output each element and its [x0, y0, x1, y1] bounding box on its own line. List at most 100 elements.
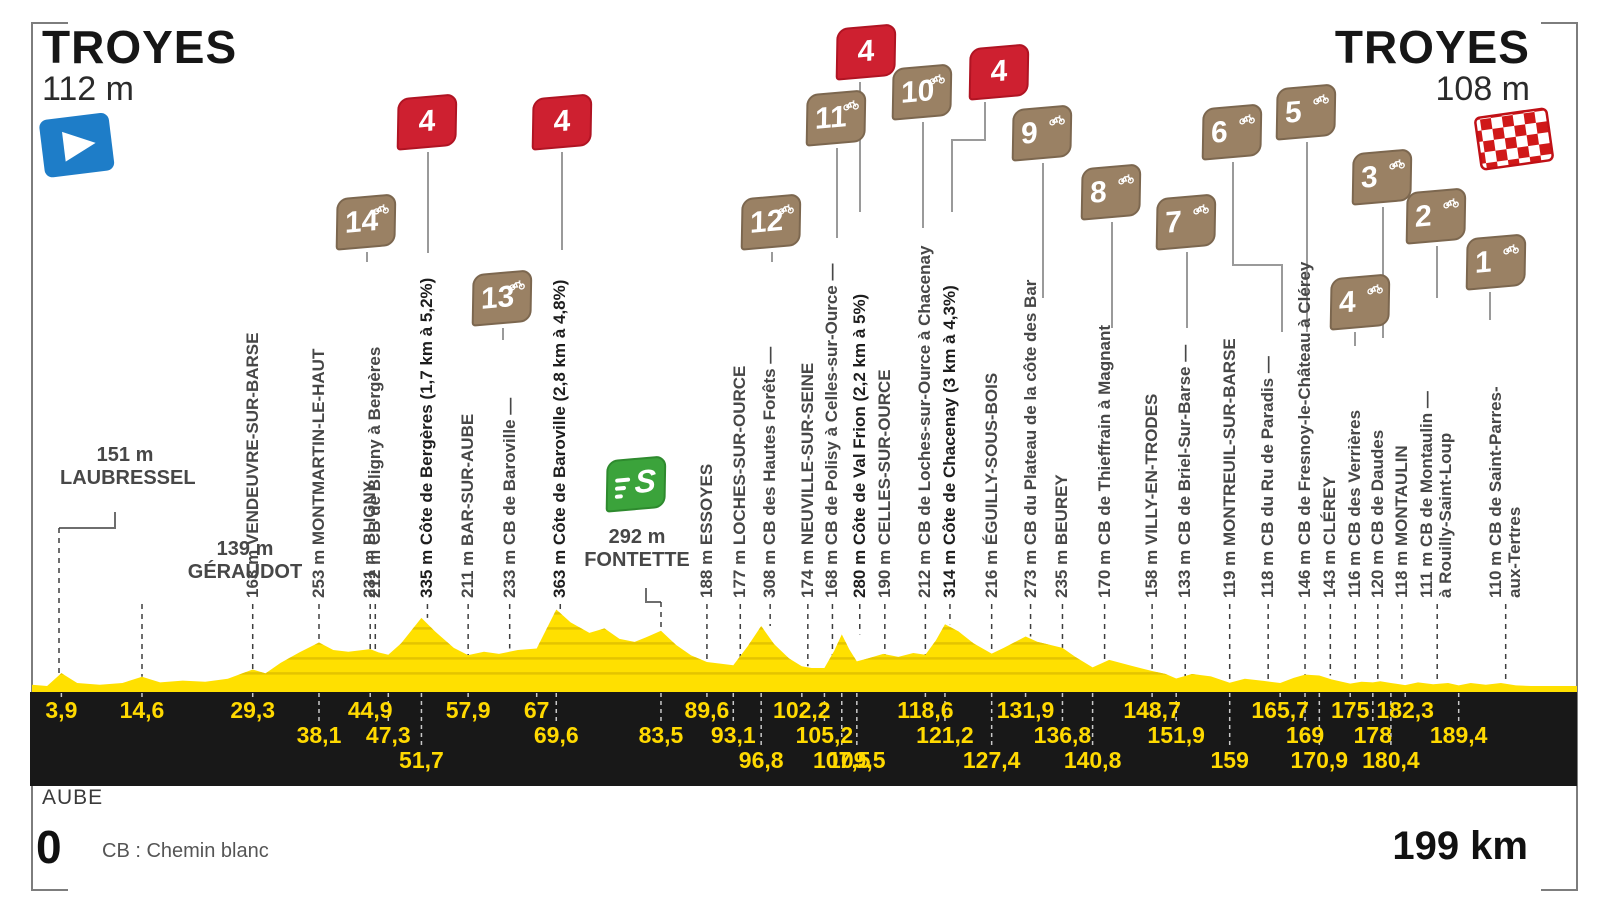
sector-badge-6: 6 — [1201, 103, 1263, 161]
sector-badge-3: 3 — [1351, 148, 1413, 206]
km-marker: 38,1 — [296, 722, 342, 748]
sector-badge-10: 10 — [891, 63, 953, 121]
waypoint-label: 168 m CB de Polisy à Celles-sur-Ource — — [822, 263, 842, 598]
department-label: AUBE — [42, 786, 104, 809]
waypoint-label: 177 m LOCHES-SUR-OURCE — [730, 365, 750, 598]
km-marker: 67 — [523, 697, 550, 723]
km-marker: 93,1 — [710, 722, 756, 748]
sector-badge-8: 8 — [1080, 163, 1142, 221]
category-climb-badge: 4 — [531, 93, 593, 151]
waypoint-label: 235 m BEUREY — [1052, 474, 1072, 598]
km-marker: 118,6 — [897, 697, 954, 723]
finish-city: TROYES — [1334, 21, 1530, 73]
waypoint-label: 335 m Côte de Bergères (1,7 km à 5,2%) — [417, 277, 437, 598]
waypoint-label: 216 m ÉGUILLY-SOUS-BOIS — [981, 372, 1001, 598]
waypoint-label: 170 m CB de Thieffrain à Magnant — [1094, 325, 1114, 598]
km-marker: 3,9 — [45, 697, 78, 723]
sector-badge-5: 5 — [1275, 83, 1337, 141]
waypoint-label: 158 m VILLY-EN-TRODES — [1142, 393, 1162, 598]
waypoint-label: 188 m ESSOYES — [696, 463, 716, 598]
km-marker: 89,6 — [684, 697, 730, 723]
waypoint-label: 110 m CB de Saint-Parres-aux-Tertres — [1485, 386, 1524, 598]
category-climb-badge: 4 — [835, 23, 897, 81]
sector-badge-1: 1 — [1465, 233, 1527, 291]
waypoint-label: 190 m CELLES-SUR-OURCE — [874, 369, 894, 598]
sector-badge-11: 11 — [805, 89, 867, 147]
km-marker: 169 — [1285, 722, 1325, 748]
waypoint-label: 212 m CB de Bligny à Bergères — [365, 346, 385, 598]
waypoint-label: 119 m MONTREUIL-SUR-BARSE — [1219, 338, 1239, 598]
km-marker: 83,5 — [638, 722, 684, 748]
km-marker: 159 — [1210, 747, 1249, 773]
category-climb-badge: 4 — [968, 43, 1030, 101]
km-marker: 131,9 — [996, 697, 1055, 723]
km-marker: 57,9 — [445, 697, 491, 723]
km-marker: 136,8 — [1033, 722, 1092, 748]
finish-flag-icon — [1472, 104, 1556, 179]
waypoint-label: 118 m CB du Ru de Paradis — — [1258, 356, 1278, 598]
waypoint-label: 273 m CB du Plateau de la côte des Bar — [1020, 279, 1040, 598]
category-climb-badge: 4 — [396, 93, 458, 151]
waypoint-label: 280 m Côte de Val Frion (2,2 km à 5%) — [849, 293, 869, 598]
waypoint-label: 233 m CB de Baroville — — [499, 397, 519, 598]
km-marker: 96,8 — [738, 747, 784, 773]
km-marker: 180,4 — [1362, 747, 1420, 773]
km-marker: 148,7 — [1123, 697, 1181, 723]
km-marker: 178 — [1353, 722, 1392, 748]
km-marker: 182,3 — [1376, 697, 1434, 723]
km-marker: 121,2 — [916, 722, 974, 748]
waypoint-label: 151 m LAUBRESSEL — [60, 444, 196, 489]
waypoint-label: 120 m CB de Daudes — [1367, 429, 1387, 598]
km-marker: 51,7 — [399, 747, 444, 773]
km-marker: 107,5 — [812, 747, 871, 773]
km-marker: 47,3 — [365, 722, 411, 748]
km-marker: 140,8 — [1063, 747, 1122, 773]
sector-badge-4: 4 — [1329, 273, 1391, 331]
waypoint-label: 143 m CLÉREY — [1320, 476, 1340, 598]
finish-title: TROYES 108 m — [1335, 24, 1530, 108]
waypoint-label: 308 m CB des Hautes Forêts — — [760, 346, 780, 598]
start-altitude: 112 m — [42, 70, 134, 108]
sector-badge-12: 12 — [740, 193, 802, 251]
km-marker: 102,2 — [773, 697, 831, 723]
waypoint-label: 139 m GÉRAUDOT — [187, 538, 303, 583]
sector-badge-7: 7 — [1155, 193, 1217, 251]
km-marker: 29,3 — [230, 697, 276, 723]
km-marker: 127,4 — [962, 747, 1021, 773]
sector-badge-14: 14 — [335, 193, 397, 251]
sprint-badge: S — [605, 455, 667, 513]
km-zero-label: 0 — [36, 821, 62, 873]
waypoint-label: 133 m CB de Briel-Sur-Barse — — [1175, 344, 1195, 598]
start-title: TROYES 112 m — [42, 24, 237, 108]
sector-badge-2: 2 — [1405, 187, 1467, 245]
start-city: TROYES — [42, 21, 238, 73]
sector-badge-13: 13 — [471, 269, 533, 327]
km-marker: 109,5 — [828, 747, 886, 773]
km-marker: 165,7 — [1251, 697, 1309, 723]
km-marker: 151,9 — [1147, 722, 1205, 748]
waypoint-label: 116 m CB des Verrières — [1345, 409, 1365, 598]
sector-badge-9: 9 — [1011, 104, 1073, 162]
waypoint-label: 363 m Côte de Baroville (2,8 km à 4,8%) — [550, 279, 570, 598]
waypoint-label: 174 m NEUVILLE-SUR-SEINE — [797, 362, 817, 598]
waypoint-label: 118 m MONTAULIN — [1391, 445, 1411, 598]
km-marker: 170,9 — [1290, 747, 1349, 773]
waypoint-label: 314 m Côte de Chacenay (3 km à 4,3%) — [939, 285, 959, 598]
km-marker: 14,6 — [119, 697, 165, 723]
cb-legend: CB : Chemin blanc — [102, 840, 269, 862]
waypoint-label: 146 m CB de Fresnoy-le-Château à Clérey — [1295, 261, 1315, 598]
km-marker: 44,9 — [347, 697, 393, 723]
waypoint-label: 111 m CB de Montaulin — à Rouilly-Saint-L… — [1417, 391, 1456, 598]
km-marker: 105,2 — [795, 722, 854, 748]
waypoint-label: 212 m CB de Loches-sur-Ource à Chacenay — [915, 245, 935, 598]
finish-altitude: 108 m — [1435, 70, 1531, 108]
km-marker: 69,6 — [533, 722, 579, 748]
km-marker: 175 — [1331, 697, 1370, 723]
total-distance: 199 km — [1392, 824, 1528, 868]
waypoint-label: 292 m FONTETTE — [584, 526, 690, 571]
start-flag-icon — [38, 108, 118, 191]
waypoint-label: 211 m BAR-SUR-AUBE — [458, 413, 478, 598]
km-marker: 189,4 — [1429, 722, 1488, 748]
